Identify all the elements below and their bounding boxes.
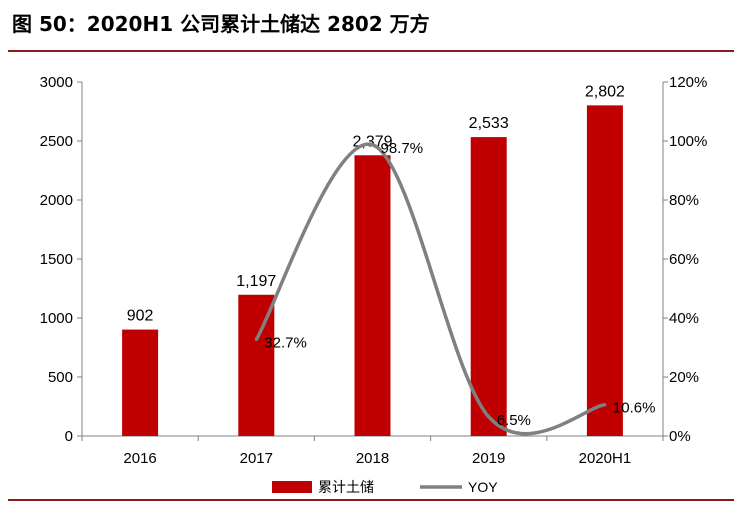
- bar-value-label: 1,197: [236, 273, 276, 290]
- bar: [470, 137, 507, 436]
- x-tick-label: 2017: [240, 450, 273, 467]
- yoy-value-label: 98.7%: [381, 140, 424, 157]
- x-tick-label: 2019: [472, 450, 505, 467]
- legend-bar-swatch: [272, 481, 312, 493]
- x-tick-label: 2018: [356, 450, 389, 467]
- y-tick-label-left: 0: [65, 428, 73, 445]
- y-tick-label-right: 100%: [669, 133, 707, 150]
- y-tick-label-left: 2500: [40, 133, 73, 150]
- yoy-value-label: 10.6%: [613, 400, 656, 417]
- legend-bar-label: 累计土储: [318, 479, 374, 495]
- yoy-line: [254, 142, 606, 436]
- bar-value-label: 2,533: [469, 115, 509, 132]
- bar-value-label: 902: [127, 308, 154, 325]
- yoy-point: [487, 415, 491, 419]
- bar: [586, 105, 623, 436]
- y-tick-label-left: 2000: [40, 192, 73, 209]
- bar-value-label: 2,802: [585, 83, 625, 100]
- bottom-rule: [8, 499, 734, 501]
- y-tick-label-right: 120%: [669, 74, 707, 91]
- y-tick-label-right: 20%: [669, 369, 699, 386]
- y-tick-label-right: 0%: [669, 428, 691, 445]
- bar: [354, 155, 391, 436]
- yoy-point: [371, 143, 374, 147]
- x-tick-label: 2020H1: [579, 450, 632, 467]
- y-tick-label-left: 1500: [40, 251, 73, 268]
- yoy-point: [254, 338, 258, 342]
- y-tick-label-left: 3000: [40, 74, 73, 91]
- x-tick-label: 2016: [123, 450, 156, 467]
- figure-title: 图 50：2020H1 公司累计土储达 2802 万方: [12, 12, 430, 36]
- legend-line-label: YOY: [468, 479, 498, 495]
- title-rule: [8, 50, 734, 52]
- y-tick-label-right: 80%: [669, 192, 699, 209]
- y-tick-label-left: 1000: [40, 310, 73, 327]
- bar: [122, 329, 159, 436]
- yoy-value-label: 6.5%: [497, 412, 531, 429]
- y-tick-label-right: 60%: [669, 251, 699, 268]
- y-tick-label-left: 500: [48, 369, 73, 386]
- y-tick-label-right: 40%: [669, 310, 699, 327]
- yoy-point: [603, 403, 607, 407]
- yoy-value-label: 32.7%: [264, 335, 307, 352]
